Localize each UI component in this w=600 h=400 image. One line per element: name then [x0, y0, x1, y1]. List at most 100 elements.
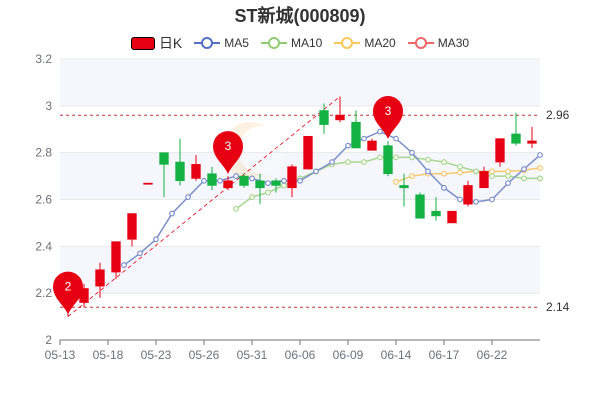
candle-body — [351, 121, 361, 149]
pin-shape — [53, 271, 83, 315]
legend-label: MA10 — [290, 36, 323, 50]
pin-label: 3 — [225, 139, 232, 153]
y-tick-label: 2.4 — [35, 239, 52, 253]
candle-body — [159, 152, 169, 165]
plot-band — [60, 59, 540, 106]
y-tick-label: 2.6 — [35, 193, 52, 207]
ma10-point — [537, 175, 543, 182]
line-marker-icon — [194, 37, 221, 49]
ma5-point — [409, 149, 415, 156]
plot-band — [60, 199, 540, 247]
legend-item-ma5[interactable]: MA5 — [194, 36, 249, 50]
ma5-point — [489, 196, 495, 203]
legend-item-ma10[interactable]: MA10 — [260, 36, 323, 50]
ma5-point — [313, 168, 319, 175]
pin-label: 2 — [65, 280, 72, 294]
ma10-point — [377, 154, 383, 161]
ma10-point — [361, 159, 367, 165]
candle-body — [447, 210, 457, 224]
legend-item-daily-k[interactable]: 日K — [130, 33, 182, 53]
ma10-point — [345, 159, 351, 165]
y-tick-label: 3 — [45, 99, 52, 113]
ma10-point — [425, 156, 431, 163]
ma5-point — [169, 210, 175, 217]
x-tick-label: 06-14 — [381, 348, 412, 362]
candle-body — [479, 171, 489, 189]
chart-legend: 日K MA5 MA10 MA20 MA30 — [0, 33, 600, 53]
x-tick-label: 06-06 — [285, 348, 316, 362]
ma10-point — [233, 205, 239, 212]
legend-label: MA5 — [224, 36, 249, 50]
candle-body — [255, 180, 265, 189]
reference-line-label: 2.14 — [546, 300, 570, 314]
ma5-point — [233, 173, 239, 179]
ma5-point — [393, 135, 399, 142]
ma5-point — [473, 198, 479, 205]
watermark-disc-cut — [238, 126, 286, 174]
ma20-point — [537, 164, 543, 171]
ma20-point — [489, 168, 495, 175]
x-tick-label: 06-09 — [333, 348, 364, 362]
plot-band — [60, 246, 540, 294]
pin-label: 3 — [385, 104, 392, 118]
ma5-point — [153, 236, 159, 243]
ma10-point — [473, 168, 479, 175]
ma20-point — [441, 170, 447, 177]
trend-line — [67, 96, 341, 317]
candle-body — [239, 175, 249, 186]
ma5-point — [249, 175, 255, 182]
candle-body — [383, 145, 393, 175]
reference-line-label: 2.96 — [546, 108, 570, 122]
x-tick-label: 06-22 — [477, 348, 508, 362]
legend-item-ma30[interactable]: MA30 — [407, 36, 469, 50]
candle-body — [511, 133, 521, 144]
ma20-point — [409, 173, 415, 179]
candle-body — [431, 210, 441, 217]
pin-marker: 2 — [53, 271, 83, 315]
ma5-point — [425, 168, 431, 175]
candle-body — [527, 140, 537, 144]
ma5-point — [265, 180, 271, 187]
candle-body — [223, 180, 233, 189]
plot-band — [60, 105, 540, 153]
ma10-point — [249, 194, 255, 201]
ma5-point — [217, 177, 223, 184]
ma10-point — [265, 189, 271, 196]
ma5-point — [297, 177, 303, 184]
candle-body — [303, 135, 313, 170]
pin-marker: 3 — [373, 95, 403, 139]
candle-body — [319, 110, 329, 125]
ma5-point — [329, 159, 335, 165]
ma20-point — [457, 169, 463, 176]
legend-item-ma20[interactable]: MA20 — [334, 36, 396, 50]
ma20-point — [393, 179, 399, 185]
line-marker-icon — [407, 37, 434, 49]
ma10-point — [521, 175, 527, 182]
chart-title: ST新城(000809) — [234, 6, 366, 26]
candle-body — [111, 241, 121, 273]
x-tick-label: 06-17 — [429, 348, 460, 362]
ma5-point — [537, 152, 543, 158]
candle-body — [191, 164, 201, 179]
x-tick-label: 05-13 — [45, 348, 76, 362]
candle-body — [463, 185, 473, 205]
line-marker-icon — [334, 37, 361, 49]
pin-marker: 3 — [213, 131, 243, 175]
legend-label: MA20 — [364, 36, 396, 50]
candle-body — [495, 138, 505, 163]
candle-body — [399, 185, 409, 189]
ma5-point — [457, 196, 463, 203]
ma10-point — [505, 173, 511, 179]
y-tick-label: 2 — [45, 333, 52, 347]
candle-body — [367, 140, 377, 151]
candlestick-icon — [130, 36, 155, 50]
ma20-line — [395, 167, 541, 183]
candle-body — [95, 269, 105, 287]
ma5-point — [521, 166, 527, 172]
ma20-point — [505, 168, 511, 175]
ma5-point — [121, 262, 127, 268]
candle-body — [175, 161, 185, 182]
ma5-point — [441, 184, 447, 191]
candle-body — [287, 166, 297, 189]
